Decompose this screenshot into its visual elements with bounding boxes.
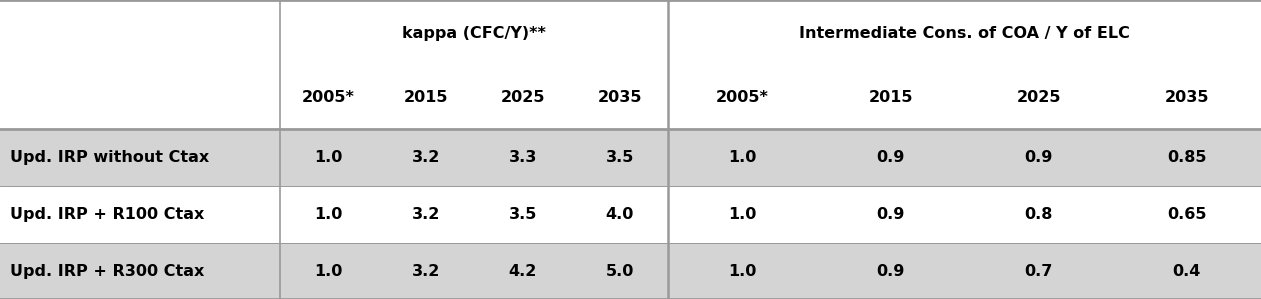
Text: kappa (CFC/Y)**: kappa (CFC/Y)** bbox=[402, 26, 546, 41]
Text: 2035: 2035 bbox=[598, 90, 642, 106]
Bar bbox=[0, 129, 1261, 186]
Text: 3.2: 3.2 bbox=[411, 150, 440, 165]
Text: 0.9: 0.9 bbox=[876, 150, 905, 165]
Text: 5.0: 5.0 bbox=[605, 264, 634, 279]
Text: 0.4: 0.4 bbox=[1173, 264, 1202, 279]
Text: 0.9: 0.9 bbox=[1024, 150, 1053, 165]
Text: 1.0: 1.0 bbox=[728, 150, 757, 165]
Text: Upd. IRP + R100 Ctax: Upd. IRP + R100 Ctax bbox=[10, 207, 204, 222]
Text: 3.5: 3.5 bbox=[605, 150, 634, 165]
Text: 0.7: 0.7 bbox=[1024, 264, 1053, 279]
Text: 1.0: 1.0 bbox=[314, 207, 343, 222]
Text: 0.85: 0.85 bbox=[1168, 150, 1207, 165]
Text: 1.0: 1.0 bbox=[728, 264, 757, 279]
Text: 3.2: 3.2 bbox=[411, 264, 440, 279]
Text: 4.0: 4.0 bbox=[605, 207, 634, 222]
Text: 2005*: 2005* bbox=[303, 90, 354, 106]
Text: 2025: 2025 bbox=[501, 90, 545, 106]
Text: 4.2: 4.2 bbox=[508, 264, 537, 279]
Text: 0.65: 0.65 bbox=[1168, 207, 1207, 222]
Text: Intermediate Cons. of COA / Y of ELC: Intermediate Cons. of COA / Y of ELC bbox=[799, 26, 1130, 41]
Text: 3.5: 3.5 bbox=[508, 207, 537, 222]
Text: Upd. IRP + R300 Ctax: Upd. IRP + R300 Ctax bbox=[10, 264, 204, 279]
Text: 0.9: 0.9 bbox=[876, 207, 905, 222]
Text: Upd. IRP without Ctax: Upd. IRP without Ctax bbox=[10, 150, 209, 165]
Text: 0.9: 0.9 bbox=[876, 264, 905, 279]
Text: 1.0: 1.0 bbox=[314, 150, 343, 165]
Text: 0.8: 0.8 bbox=[1024, 207, 1053, 222]
Text: 2005*: 2005* bbox=[716, 90, 769, 106]
Bar bbox=[0, 243, 1261, 299]
Text: 3.2: 3.2 bbox=[411, 207, 440, 222]
Text: 1.0: 1.0 bbox=[314, 264, 343, 279]
Text: 3.3: 3.3 bbox=[508, 150, 537, 165]
Bar bbox=[0, 186, 1261, 243]
Bar bbox=[0, 67, 1261, 129]
Text: 2035: 2035 bbox=[1165, 90, 1209, 106]
Text: 2015: 2015 bbox=[869, 90, 913, 106]
Text: 2015: 2015 bbox=[404, 90, 448, 106]
Bar bbox=[0, 0, 1261, 67]
Text: 2025: 2025 bbox=[1016, 90, 1061, 106]
Text: 1.0: 1.0 bbox=[728, 207, 757, 222]
